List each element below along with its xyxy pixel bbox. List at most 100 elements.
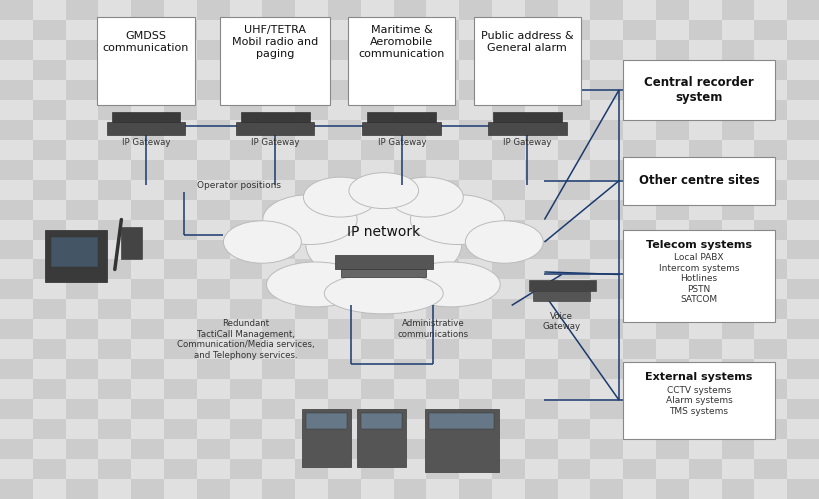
FancyBboxPatch shape (164, 160, 197, 180)
FancyBboxPatch shape (229, 319, 262, 339)
FancyBboxPatch shape (688, 479, 721, 499)
Text: Public address &
General alarm: Public address & General alarm (481, 31, 572, 53)
FancyBboxPatch shape (131, 20, 164, 40)
FancyBboxPatch shape (295, 459, 328, 479)
Ellipse shape (266, 262, 364, 307)
FancyBboxPatch shape (557, 399, 590, 419)
FancyBboxPatch shape (590, 359, 622, 379)
Ellipse shape (303, 177, 377, 217)
FancyBboxPatch shape (131, 140, 164, 160)
FancyBboxPatch shape (33, 60, 66, 80)
FancyBboxPatch shape (622, 339, 655, 359)
FancyBboxPatch shape (688, 40, 721, 60)
FancyBboxPatch shape (393, 299, 426, 319)
FancyBboxPatch shape (786, 379, 819, 399)
FancyBboxPatch shape (622, 200, 655, 220)
FancyBboxPatch shape (459, 200, 491, 220)
FancyBboxPatch shape (197, 200, 229, 220)
FancyBboxPatch shape (111, 112, 180, 122)
FancyBboxPatch shape (393, 240, 426, 259)
FancyBboxPatch shape (688, 200, 721, 220)
FancyBboxPatch shape (66, 339, 98, 359)
FancyBboxPatch shape (33, 439, 66, 459)
FancyBboxPatch shape (98, 339, 131, 359)
FancyBboxPatch shape (524, 40, 557, 60)
FancyBboxPatch shape (295, 160, 328, 180)
FancyBboxPatch shape (590, 299, 622, 319)
FancyBboxPatch shape (426, 459, 459, 479)
FancyBboxPatch shape (721, 259, 753, 279)
FancyBboxPatch shape (459, 479, 491, 499)
FancyBboxPatch shape (426, 140, 459, 160)
FancyBboxPatch shape (33, 20, 66, 40)
FancyBboxPatch shape (360, 240, 393, 259)
FancyBboxPatch shape (557, 160, 590, 180)
FancyBboxPatch shape (753, 279, 786, 299)
FancyBboxPatch shape (426, 220, 459, 240)
FancyBboxPatch shape (655, 20, 688, 40)
FancyBboxPatch shape (688, 439, 721, 459)
FancyBboxPatch shape (688, 220, 721, 240)
FancyBboxPatch shape (360, 339, 393, 359)
FancyBboxPatch shape (295, 220, 328, 240)
FancyBboxPatch shape (557, 220, 590, 240)
FancyBboxPatch shape (426, 60, 459, 80)
FancyBboxPatch shape (98, 60, 131, 80)
FancyBboxPatch shape (622, 160, 655, 180)
FancyBboxPatch shape (229, 100, 262, 120)
FancyBboxPatch shape (131, 399, 164, 419)
Ellipse shape (401, 262, 500, 307)
FancyBboxPatch shape (164, 279, 197, 299)
FancyBboxPatch shape (66, 419, 98, 439)
FancyBboxPatch shape (98, 20, 131, 40)
FancyBboxPatch shape (524, 379, 557, 399)
FancyBboxPatch shape (0, 180, 33, 200)
Text: Other centre sites: Other centre sites (638, 174, 758, 188)
FancyBboxPatch shape (622, 479, 655, 499)
FancyBboxPatch shape (721, 319, 753, 339)
FancyBboxPatch shape (131, 339, 164, 359)
FancyBboxPatch shape (459, 399, 491, 419)
FancyBboxPatch shape (426, 439, 459, 459)
FancyBboxPatch shape (295, 180, 328, 200)
FancyBboxPatch shape (426, 40, 459, 60)
FancyBboxPatch shape (426, 0, 459, 20)
FancyBboxPatch shape (229, 259, 262, 279)
FancyBboxPatch shape (356, 409, 405, 467)
Ellipse shape (305, 204, 461, 285)
FancyBboxPatch shape (557, 299, 590, 319)
FancyBboxPatch shape (688, 259, 721, 279)
FancyBboxPatch shape (524, 120, 557, 140)
FancyBboxPatch shape (164, 379, 197, 399)
FancyBboxPatch shape (753, 80, 786, 100)
FancyBboxPatch shape (328, 339, 360, 359)
FancyBboxPatch shape (229, 80, 262, 100)
FancyBboxPatch shape (557, 40, 590, 60)
FancyBboxPatch shape (393, 319, 426, 339)
FancyBboxPatch shape (753, 180, 786, 200)
FancyBboxPatch shape (360, 0, 393, 20)
FancyBboxPatch shape (229, 379, 262, 399)
FancyBboxPatch shape (229, 160, 262, 180)
FancyBboxPatch shape (655, 40, 688, 60)
FancyBboxPatch shape (688, 140, 721, 160)
FancyBboxPatch shape (131, 120, 164, 140)
FancyBboxPatch shape (360, 40, 393, 60)
FancyBboxPatch shape (459, 459, 491, 479)
FancyBboxPatch shape (328, 379, 360, 399)
FancyBboxPatch shape (622, 230, 774, 322)
FancyBboxPatch shape (0, 259, 33, 279)
FancyBboxPatch shape (786, 0, 819, 20)
FancyBboxPatch shape (295, 399, 328, 419)
FancyBboxPatch shape (426, 259, 459, 279)
FancyBboxPatch shape (295, 479, 328, 499)
FancyBboxPatch shape (0, 339, 33, 359)
FancyBboxPatch shape (590, 100, 622, 120)
FancyBboxPatch shape (524, 160, 557, 180)
FancyBboxPatch shape (229, 120, 262, 140)
FancyBboxPatch shape (328, 200, 360, 220)
FancyBboxPatch shape (786, 220, 819, 240)
FancyBboxPatch shape (491, 339, 524, 359)
FancyBboxPatch shape (98, 279, 131, 299)
FancyBboxPatch shape (360, 220, 393, 240)
